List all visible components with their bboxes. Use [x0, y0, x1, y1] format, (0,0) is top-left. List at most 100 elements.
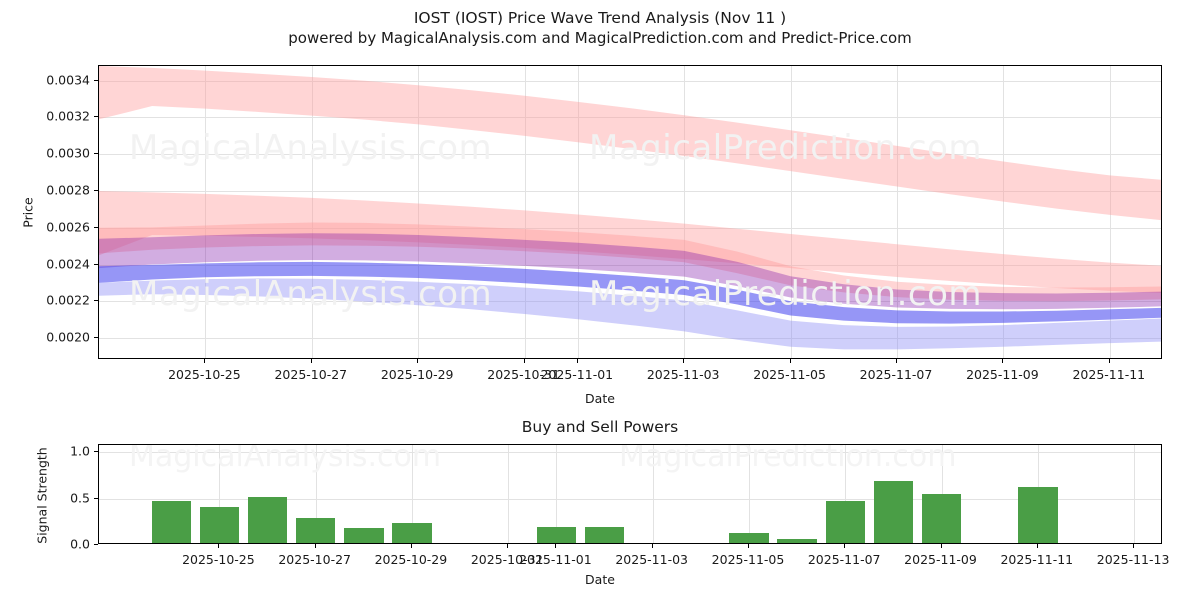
price-x-tick-mark	[683, 359, 685, 363]
bar-group	[536, 450, 577, 543]
powers-x-tick-label: 2025-11-01	[519, 552, 592, 567]
price-wave-plot: MagicalAnalysis.com MagicalPrediction.co…	[98, 65, 1162, 359]
price-y-tick-mark	[94, 79, 98, 81]
powers-x-tick-mark	[940, 544, 942, 548]
buy-power-segment	[873, 481, 914, 543]
page-title: IOST (IOST) Price Wave Trend Analysis (N…	[413, 9, 787, 27]
price-y-tick-label: 0.0028	[46, 182, 90, 198]
powers-y-tick-label: 0.5	[70, 490, 90, 506]
gridline-v	[845, 445, 847, 543]
price-x-tick-label: 2025-11-05	[753, 367, 826, 382]
powers-x-tick-label: 2025-11-11	[1000, 552, 1074, 567]
powers-y-tick-mark	[94, 451, 98, 453]
buy-power-segment	[825, 501, 865, 543]
powers-x-tick-mark	[555, 544, 557, 548]
bar-group	[729, 450, 769, 543]
powers-x-tick-mark	[507, 544, 509, 548]
bar-group	[777, 450, 817, 543]
gridline-v	[1134, 445, 1136, 543]
gridline-h	[99, 227, 1161, 229]
buy-power-segment	[729, 532, 769, 543]
bar-group	[1018, 450, 1058, 543]
price-y-tick-label: 0.0020	[46, 329, 90, 345]
bar-group	[921, 450, 962, 543]
gridline-v	[524, 66, 526, 358]
powers-x-tick-mark	[651, 544, 653, 548]
powers-x-tick-mark	[314, 544, 316, 548]
bar-group	[825, 450, 865, 543]
gridline-h	[99, 117, 1161, 119]
band-support-band-outer	[99, 278, 1161, 350]
bar-group	[199, 450, 240, 543]
powers-x-tick-label: 2025-10-25	[182, 552, 255, 567]
price-y-axis-label: Price	[20, 197, 36, 228]
buy-power-segment	[584, 527, 625, 543]
price-x-tick-label: 2025-11-01	[540, 367, 614, 382]
powers-x-tick-mark	[1036, 544, 1038, 548]
gridline-v	[411, 445, 413, 543]
gridline-v	[556, 445, 558, 543]
powers-x-tick-label: 2025-11-07	[807, 552, 881, 567]
band-upper-resistance-band	[99, 66, 1161, 221]
price-y-tick-mark	[94, 226, 98, 228]
gridline-v	[684, 66, 686, 358]
price-x-axis-label: Date	[585, 391, 615, 406]
price-x-tick-mark	[417, 359, 419, 363]
price-x-tick-label: 2025-11-03	[646, 367, 720, 382]
price-y-tick-mark	[94, 336, 98, 338]
powers-x-tick-label: 2025-11-05	[711, 552, 785, 567]
price-x-tick-mark	[1002, 359, 1004, 363]
powers-y-tick-mark	[94, 497, 98, 499]
buy-power-segment	[392, 522, 432, 543]
powers-x-tick-label: 2025-11-03	[615, 552, 689, 567]
gridline-h	[99, 337, 1161, 339]
buy-power-segment	[344, 528, 384, 543]
buy-power-segment	[199, 506, 240, 543]
price-y-tick-label: 0.0022	[46, 292, 90, 308]
powers-bars	[99, 445, 1161, 543]
price-y-tick-label: 0.0034	[46, 72, 90, 88]
bar-group	[344, 450, 384, 543]
gridline-h	[99, 498, 1161, 500]
bar-group	[151, 450, 191, 543]
gridline-v	[315, 445, 317, 543]
buy-power-segment	[777, 539, 817, 543]
gridline-v	[897, 66, 898, 358]
powers-y-tick-label: 1.0	[70, 443, 90, 459]
bar-group	[873, 450, 914, 543]
band-support-band-inner	[99, 261, 1161, 324]
bar-group	[440, 450, 480, 543]
powers-x-axis-label: Date	[585, 572, 615, 587]
powers-y-tick-mark	[94, 544, 98, 545]
gridline-v	[577, 66, 579, 358]
price-x-tick-mark	[1108, 359, 1110, 363]
price-y-tick-mark	[94, 300, 98, 302]
price-y-tick-label: 0.0024	[46, 256, 90, 271]
gridline-v	[508, 445, 510, 543]
price-x-tick-label: 2025-11-09	[966, 367, 1039, 382]
title-block: IOST (IOST) Price Wave Trend Analysis (N…	[0, 8, 1200, 49]
price-y-tick-label: 0.0026	[46, 219, 90, 235]
powers-x-tick-mark	[844, 544, 846, 548]
price-x-tick-mark	[204, 359, 206, 363]
gridline-h	[99, 452, 1161, 454]
powers-x-tick-label: 2025-10-27	[278, 552, 352, 567]
price-y-tick-mark	[94, 190, 98, 191]
buy-power-segment	[536, 527, 577, 543]
bar-group	[295, 450, 336, 543]
gridline-h	[99, 191, 1161, 192]
gridline-v	[219, 445, 221, 543]
gridline-v	[311, 66, 313, 358]
buy-power-segment	[247, 496, 288, 543]
powers-y-tick-label: 0.0	[70, 536, 90, 552]
price-x-tick-label: 2025-10-25	[168, 367, 241, 382]
price-x-tick-label: 2025-11-07	[859, 367, 933, 382]
powers-title: Buy and Sell Powers	[521, 418, 679, 436]
price-y-tick-label: 0.0032	[46, 108, 90, 124]
powers-x-tick-mark	[218, 544, 220, 548]
buy-sell-powers-plot: MagicalAnalysis.com MagicalPrediction.co…	[98, 444, 1162, 544]
price-x-tick-label: 2025-10-27	[274, 367, 348, 382]
buy-power-segment	[1018, 487, 1058, 543]
gridline-v	[1003, 66, 1005, 358]
price-x-tick-mark	[576, 359, 578, 363]
